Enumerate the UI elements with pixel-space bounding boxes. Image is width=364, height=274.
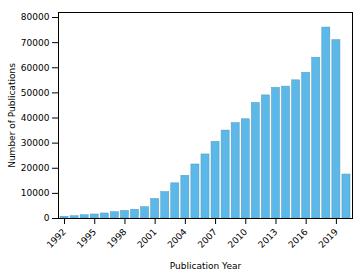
svg-text:1992: 1992 xyxy=(45,227,68,250)
svg-text:2010: 2010 xyxy=(226,227,249,250)
svg-text:Number of Publications: Number of Publications xyxy=(7,63,17,168)
svg-text:60000: 60000 xyxy=(21,63,50,73)
svg-text:Publication Year: Publication Year xyxy=(170,261,242,271)
svg-text:1998: 1998 xyxy=(105,227,128,250)
svg-text:10000: 10000 xyxy=(21,188,50,198)
svg-text:2019: 2019 xyxy=(317,227,340,250)
svg-text:2016: 2016 xyxy=(286,227,309,250)
svg-text:30000: 30000 xyxy=(21,138,50,148)
svg-text:50000: 50000 xyxy=(21,88,50,98)
svg-text:20000: 20000 xyxy=(21,163,50,173)
svg-text:70000: 70000 xyxy=(21,38,50,48)
svg-text:2007: 2007 xyxy=(196,227,219,250)
svg-text:2001: 2001 xyxy=(135,227,158,250)
svg-text:1995: 1995 xyxy=(75,227,98,250)
svg-text:0: 0 xyxy=(44,213,50,223)
svg-text:40000: 40000 xyxy=(21,113,50,123)
svg-text:80000: 80000 xyxy=(21,12,50,22)
svg-text:2004: 2004 xyxy=(166,227,189,250)
svg-text:2013: 2013 xyxy=(256,227,279,250)
